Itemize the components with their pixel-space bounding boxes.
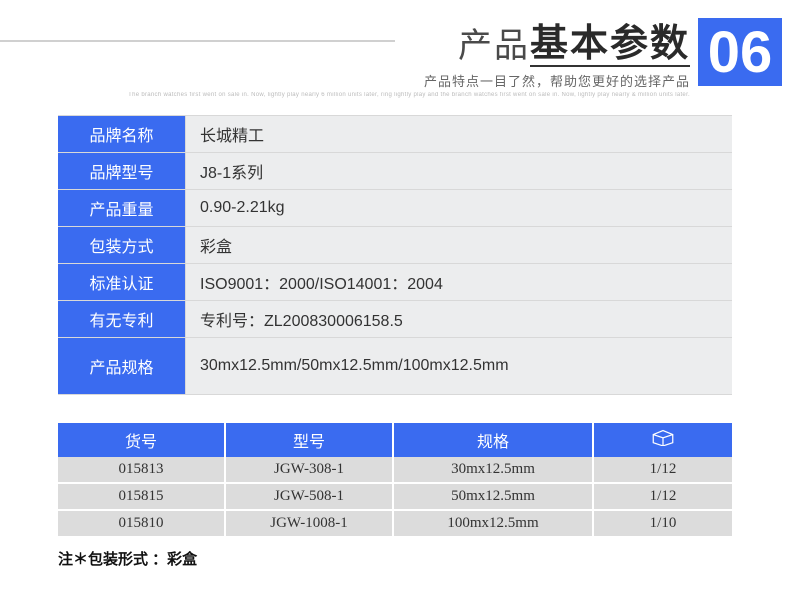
title-light: 产品	[458, 18, 530, 67]
footnote: 注＊包装形式 ：彩盒	[58, 548, 732, 569]
sku-row: 015813JGW-308-130mx12.5mm1/12	[58, 457, 732, 484]
sku-header-cell: 规格	[394, 423, 594, 457]
param-label: 包装方式	[58, 227, 186, 263]
box-icon	[650, 428, 676, 446]
sku-header: 货号型号规格	[58, 423, 732, 457]
sku-header-cell: 货号	[58, 423, 226, 457]
sku-row: 015815JGW-508-150mx12.5mm1/12	[58, 484, 732, 511]
sku-cell: 015813	[58, 457, 226, 482]
param-value: 30mx12.5mm/50mx12.5mm/100mx12.5mm	[186, 338, 732, 394]
param-row: 品牌名称长城精工	[58, 116, 732, 153]
sku-cell: JGW-508-1	[226, 484, 394, 509]
param-value: J8-1系列	[186, 153, 732, 189]
param-value: ISO9001：2000/ISO14001：2004	[186, 264, 732, 300]
sku-cell: JGW-308-1	[226, 457, 394, 482]
sku-row: 015810JGW-1008-1100mx12.5mm1/10	[58, 511, 732, 538]
param-value: 彩盒	[186, 227, 732, 263]
param-row: 有无专利专利号：ZL200830006158.5	[58, 301, 732, 338]
sku-body: 015813JGW-308-130mx12.5mm1/12015815JGW-5…	[58, 457, 732, 538]
param-row: 品牌型号J8-1系列	[58, 153, 732, 190]
sku-cell: 1/10	[594, 511, 732, 536]
params-table: 品牌名称长城精工品牌型号J8-1系列产品重量 0.90-2.21kg包装方式彩盒…	[58, 115, 732, 395]
sku-header-cell	[594, 423, 732, 457]
sku-cell: 50mx12.5mm	[394, 484, 594, 509]
param-value: 专利号：ZL200830006158.5	[186, 301, 732, 337]
param-row: 产品规格30mx12.5mm/50mx12.5mm/100mx12.5mm	[58, 338, 732, 395]
title-bold: 基本参数	[530, 25, 690, 67]
param-label: 产品规格	[58, 338, 186, 394]
param-label: 标准认证	[58, 264, 186, 300]
sku-cell: 1/12	[594, 457, 732, 482]
header-microtext: The branch watches first went on sale in…	[128, 92, 690, 98]
param-label: 品牌型号	[58, 153, 186, 189]
sku-cell: 100mx12.5mm	[394, 511, 594, 536]
sku-cell: 015810	[58, 511, 226, 536]
param-row: 标准认证ISO9001：2000/ISO14001：2004	[58, 264, 732, 301]
sku-cell: 1/12	[594, 484, 732, 509]
sku-cell: JGW-1008-1	[226, 511, 394, 536]
param-value: 0.90-2.21kg	[186, 190, 732, 226]
section-badge: 06	[698, 18, 782, 86]
sku-cell: 30mx12.5mm	[394, 457, 594, 482]
header: 产品 基本参数 产品特点一目了然，帮助您更好的选择产品 The branch w…	[0, 0, 790, 100]
sku-cell: 015815	[58, 484, 226, 509]
sku-table: 货号型号规格 015813JGW-308-130mx12.5mm1/120158…	[58, 423, 732, 538]
param-label: 品牌名称	[58, 116, 186, 152]
header-title-block: 产品 基本参数 产品特点一目了然，帮助您更好的选择产品 The branch w…	[128, 18, 690, 98]
header-subtitle: 产品特点一目了然，帮助您更好的选择产品	[128, 71, 690, 90]
param-label: 有无专利	[58, 301, 186, 337]
param-label: 产品重量	[58, 190, 186, 226]
param-value: 长城精工	[186, 116, 732, 152]
param-row: 产品重量 0.90-2.21kg	[58, 190, 732, 227]
sku-header-cell: 型号	[226, 423, 394, 457]
param-row: 包装方式彩盒	[58, 227, 732, 264]
